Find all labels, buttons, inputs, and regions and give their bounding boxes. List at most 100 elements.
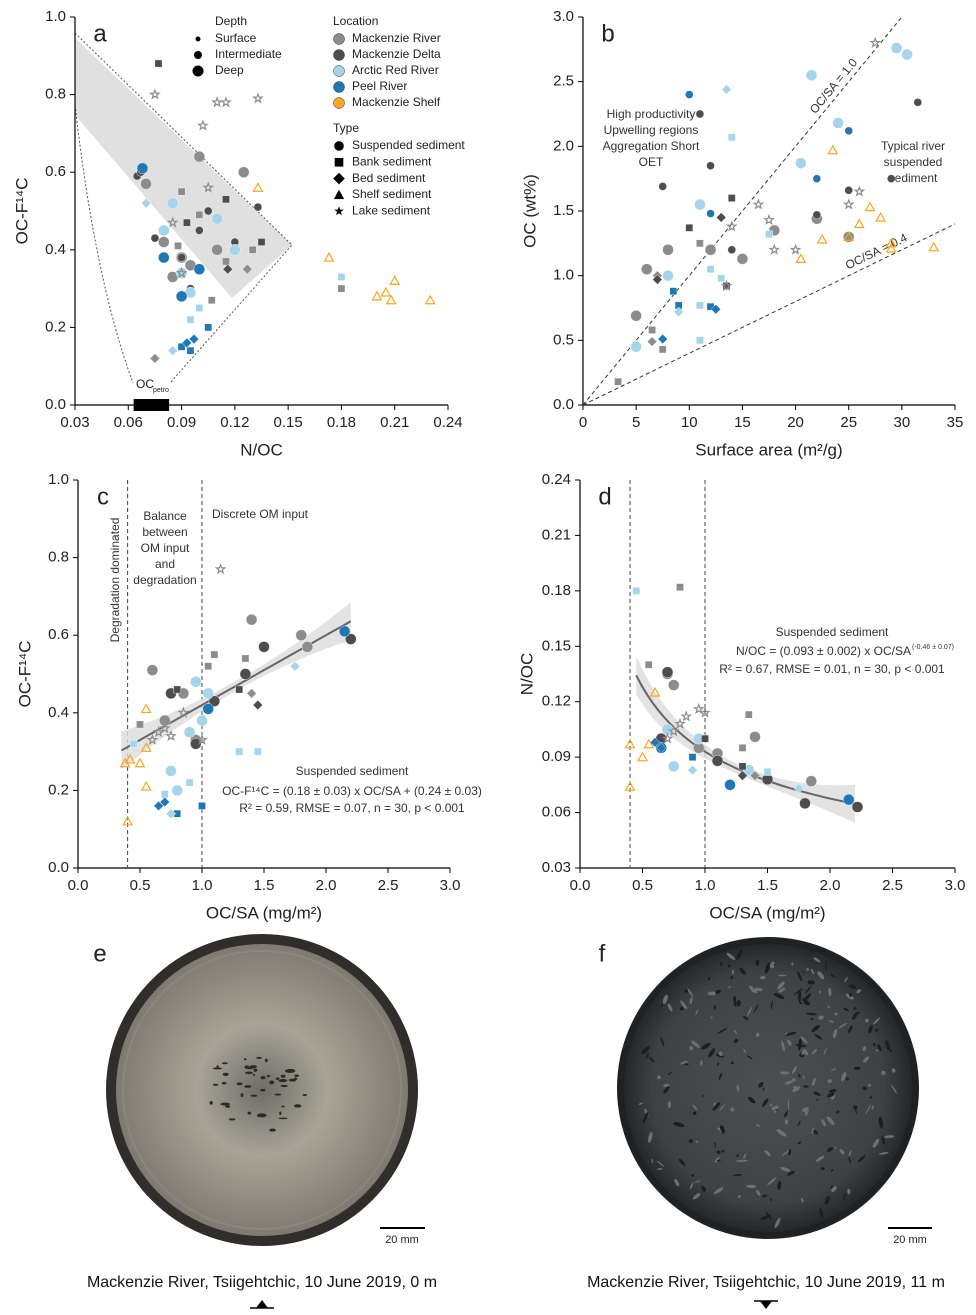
point <box>147 665 158 676</box>
point <box>208 297 215 304</box>
y-tick-label: 0.21 <box>542 526 571 543</box>
y-tick-label: 3.0 <box>553 8 574 25</box>
point <box>796 254 805 262</box>
note: between <box>142 525 187 539</box>
fleck <box>256 1057 262 1059</box>
y-tick-label: 2.0 <box>553 137 574 154</box>
point <box>728 222 736 230</box>
point <box>338 273 345 280</box>
point <box>158 225 169 236</box>
fleck <box>253 1074 255 1076</box>
x-tick-label: 25 <box>840 414 857 431</box>
y-tick-label: 0.8 <box>48 549 69 566</box>
legend-label: Suspended sediment <box>352 138 465 152</box>
point <box>855 187 863 195</box>
fit-stats: R² = 0.67, RMSE = 0.01, n = 30, p < 0.00… <box>719 662 945 676</box>
fleck <box>229 1118 236 1120</box>
fleck <box>225 1105 230 1108</box>
point <box>682 712 690 720</box>
point <box>222 196 229 203</box>
point <box>174 242 181 249</box>
x-tick-label: 1.0 <box>695 877 716 894</box>
note-group: High productivity Upwelling regions Aggr… <box>603 107 945 185</box>
legend-marker <box>193 66 204 77</box>
y-tick-label: 0.09 <box>542 748 571 765</box>
x-tick-label: 0.06 <box>114 414 143 431</box>
legend-label: Shelf sediment <box>352 187 432 201</box>
point <box>254 203 262 211</box>
point <box>876 213 885 221</box>
point <box>707 162 715 170</box>
point <box>258 238 265 245</box>
point <box>745 711 752 718</box>
point <box>668 761 679 772</box>
y-axis-label: OC-F¹⁴C <box>12 178 31 245</box>
surface-symbol <box>256 1300 268 1308</box>
x-axis-label: Surface area (m²/g) <box>695 440 842 459</box>
x-tick-label: 20 <box>787 414 804 431</box>
y-tick-label: 1.5 <box>553 202 574 219</box>
x-tick-label: 0.24 <box>433 414 462 431</box>
point <box>229 244 240 255</box>
point <box>203 688 214 699</box>
fleck <box>250 1095 257 1097</box>
fleck <box>285 1069 295 1073</box>
point <box>696 302 703 309</box>
y-tick-label: 0.6 <box>48 626 69 643</box>
note: sediment <box>889 171 938 185</box>
point <box>866 203 875 211</box>
legend-label: Intermediate <box>215 47 282 61</box>
point <box>891 43 902 54</box>
point <box>247 689 257 699</box>
point <box>211 651 218 658</box>
point <box>142 705 151 713</box>
point <box>845 186 853 194</box>
panel-label: a <box>93 20 107 47</box>
x-tick-label: 3.0 <box>945 877 966 894</box>
point <box>696 110 704 118</box>
y-tick-label: 0.2 <box>48 781 69 798</box>
fleck <box>281 1106 284 1108</box>
point <box>236 748 243 755</box>
point <box>705 244 716 255</box>
point <box>203 703 214 714</box>
legend-label: Mackenzie Delta <box>352 47 441 61</box>
point <box>737 253 748 264</box>
point <box>707 266 714 273</box>
legend-marker <box>194 51 202 59</box>
point <box>325 253 334 261</box>
y-tick-label: 0.12 <box>542 693 571 710</box>
photo-e <box>106 934 418 1246</box>
point <box>739 763 746 770</box>
point <box>754 200 762 208</box>
fleck <box>244 1058 246 1060</box>
note: Aggregation Short <box>603 139 700 153</box>
y-tick-label: 0.03 <box>542 859 571 876</box>
legend-label: Mackenzie Shelf <box>352 95 441 109</box>
point <box>659 182 667 190</box>
fleck <box>303 1094 307 1096</box>
point <box>254 748 261 755</box>
point <box>694 199 705 210</box>
point <box>929 243 938 251</box>
point <box>136 721 143 728</box>
legend-label: Arctic Red River <box>352 63 439 77</box>
point <box>222 98 230 106</box>
point <box>302 641 313 652</box>
point <box>254 183 263 191</box>
point <box>236 686 243 693</box>
y-tick-label: 0.24 <box>542 471 571 488</box>
y-tick-label: 1.0 <box>45 8 66 25</box>
legend-marker <box>334 34 345 45</box>
point <box>197 715 208 726</box>
point <box>151 234 159 242</box>
point <box>855 220 864 228</box>
photo-f <box>617 937 919 1239</box>
point <box>658 334 668 344</box>
legend-label: Lake sediment <box>352 203 431 217</box>
point <box>765 231 772 238</box>
panel-label: b <box>601 20 614 47</box>
point <box>716 213 726 223</box>
x-tick-label: 5 <box>632 414 640 431</box>
fleck <box>294 1104 302 1107</box>
